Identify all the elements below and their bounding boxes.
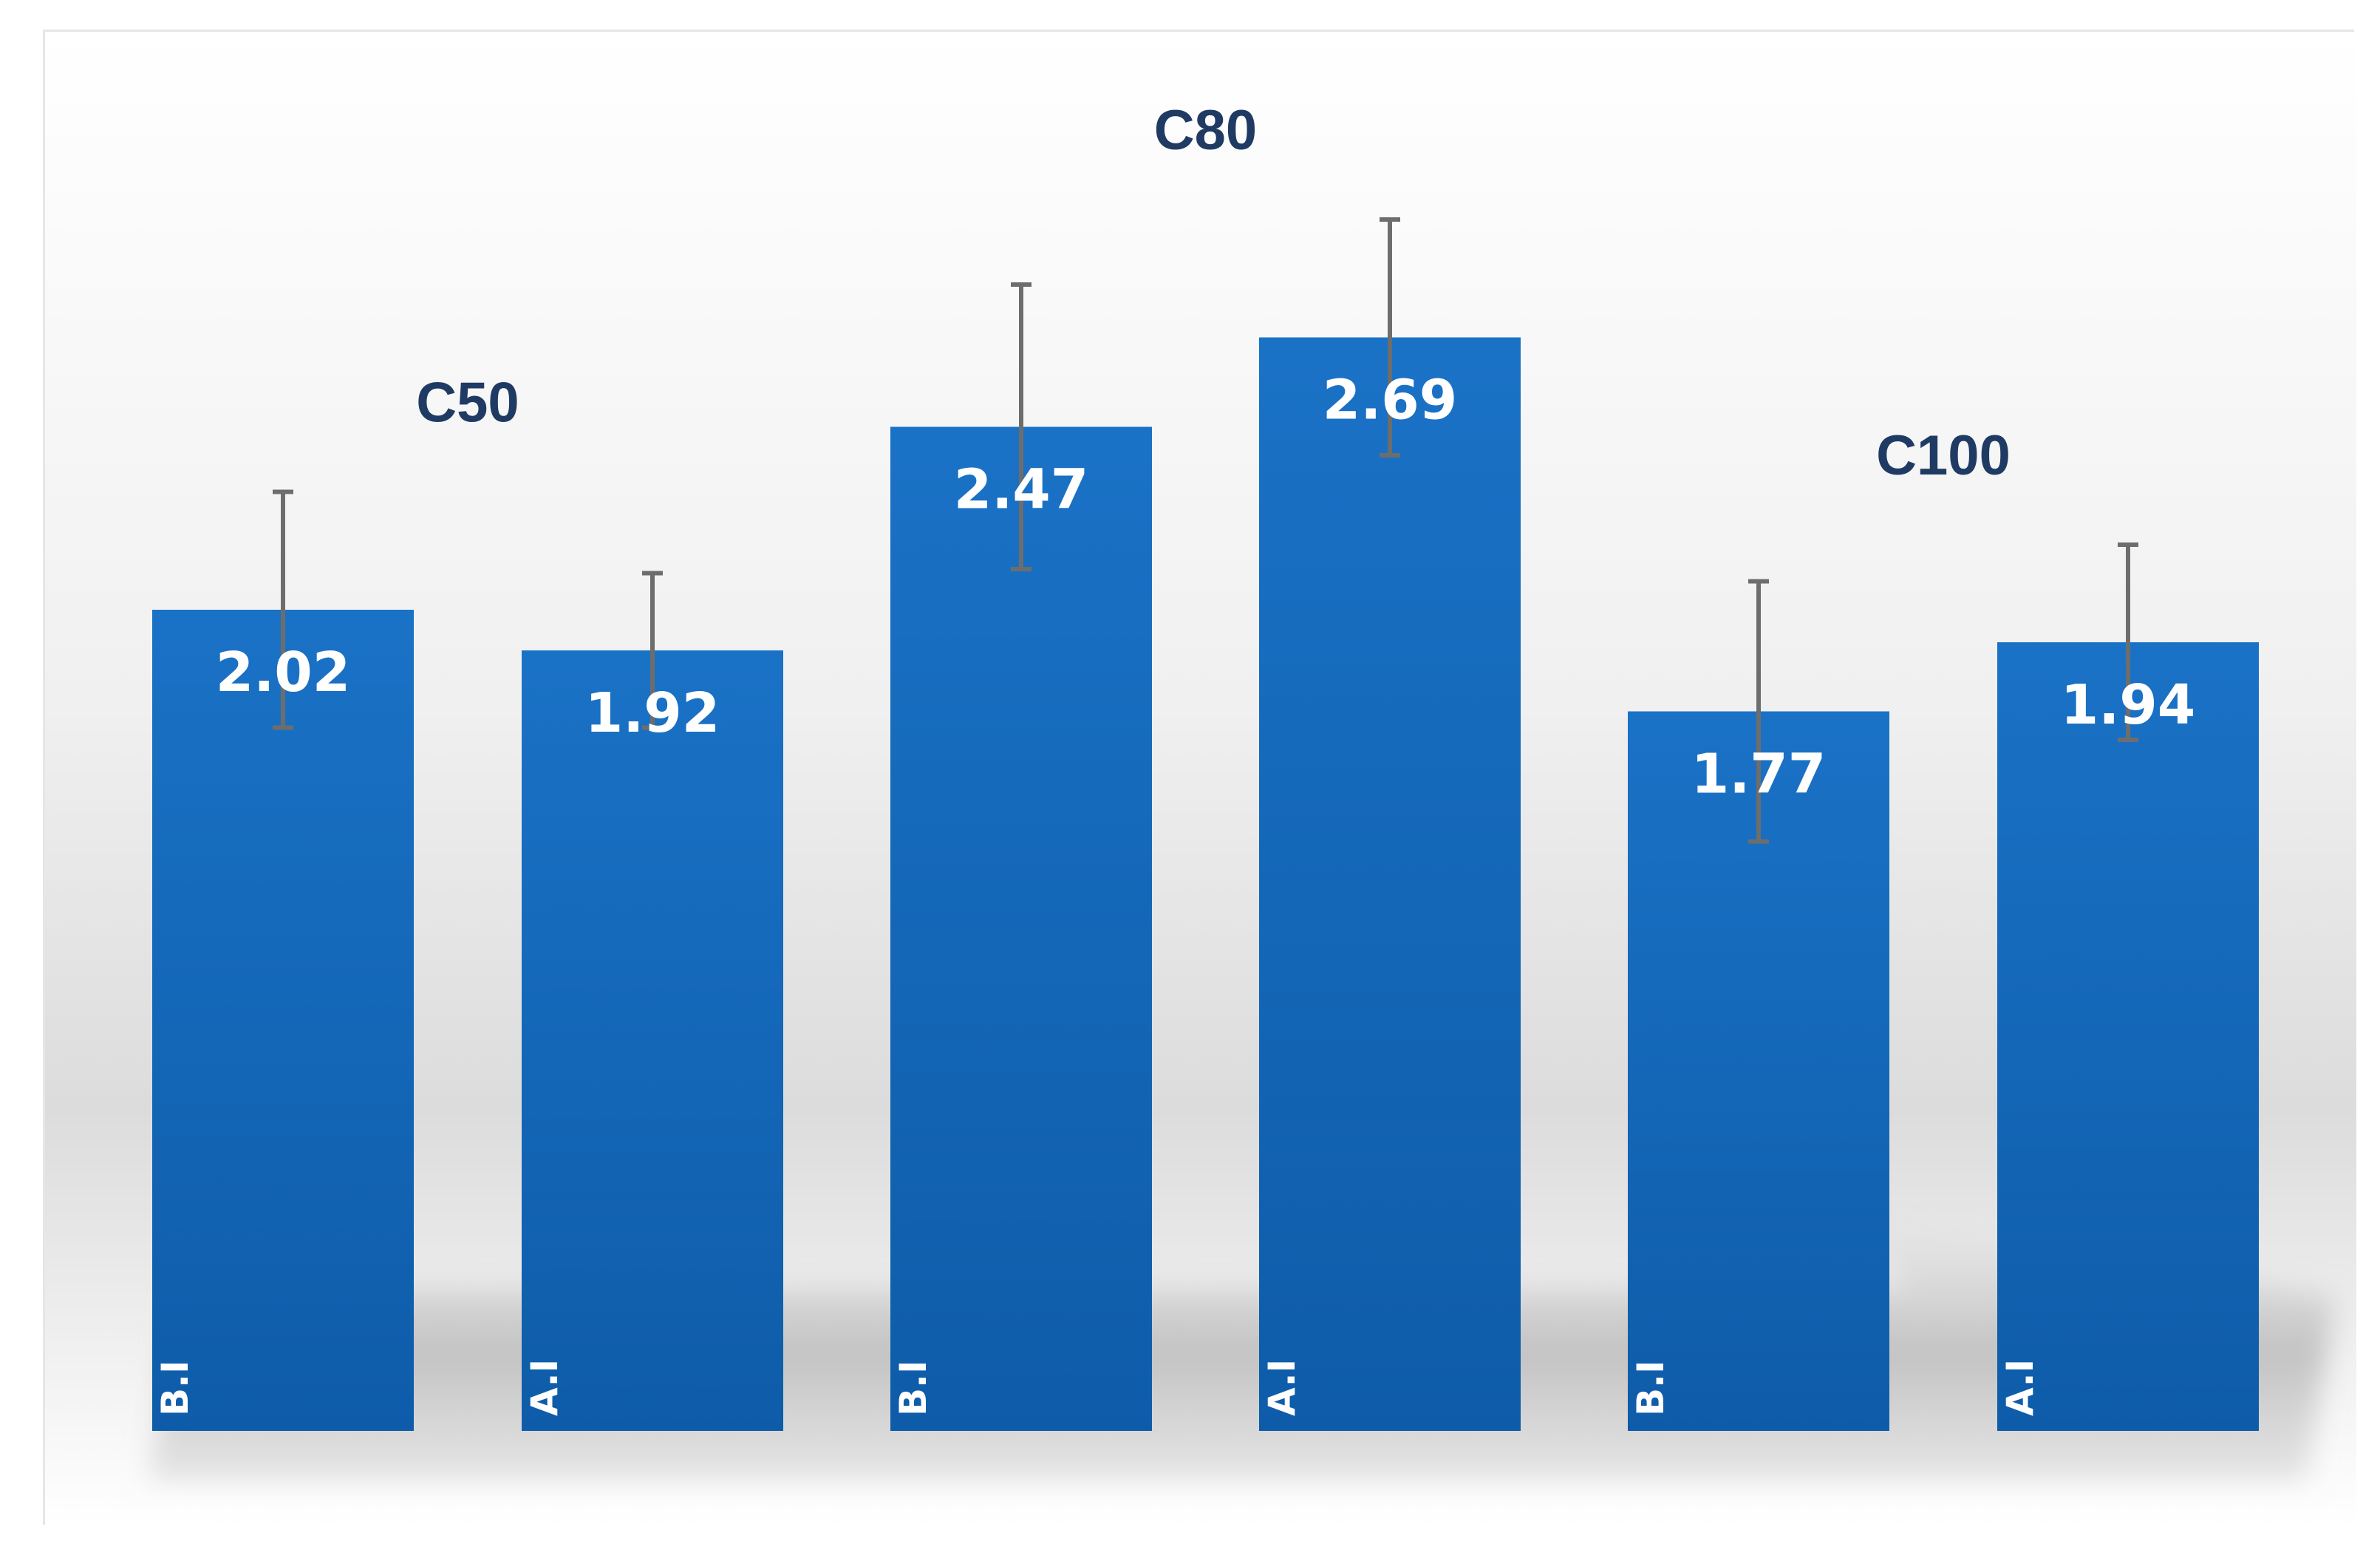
category-label: B.I bbox=[892, 1360, 935, 1416]
data-label: 1.92 bbox=[585, 681, 720, 745]
chart-frame: 2.02 B.I 1.92 A.I C50 2.47 B.I 2.69 A.I C80 1.77 B.… bbox=[43, 30, 2356, 1527]
category-label: A.I bbox=[1261, 1359, 1303, 1416]
group-label: C80 bbox=[1154, 99, 1257, 162]
bar bbox=[522, 650, 783, 1431]
bar bbox=[152, 610, 414, 1431]
data-label: 1.94 bbox=[2061, 673, 2196, 737]
bar bbox=[1997, 642, 2259, 1431]
data-label: 2.47 bbox=[954, 458, 1089, 522]
bar bbox=[1259, 337, 1521, 1431]
bar-chart: 2.02 B.I 1.92 A.I C50 2.47 B.I 2.69 A.I C80 1.77 B.… bbox=[45, 32, 2356, 1527]
data-label: 2.02 bbox=[216, 641, 351, 704]
bar bbox=[890, 426, 1152, 1431]
group-label: C50 bbox=[416, 372, 519, 435]
category-label: A.I bbox=[1999, 1359, 2042, 1416]
category-label: A.I bbox=[523, 1359, 566, 1416]
group-label: C100 bbox=[1876, 424, 2011, 487]
data-label: 2.69 bbox=[1323, 369, 1458, 432]
category-label: B.I bbox=[1629, 1360, 1672, 1416]
data-label: 1.77 bbox=[1691, 743, 1827, 806]
category-label: B.I bbox=[154, 1360, 197, 1416]
